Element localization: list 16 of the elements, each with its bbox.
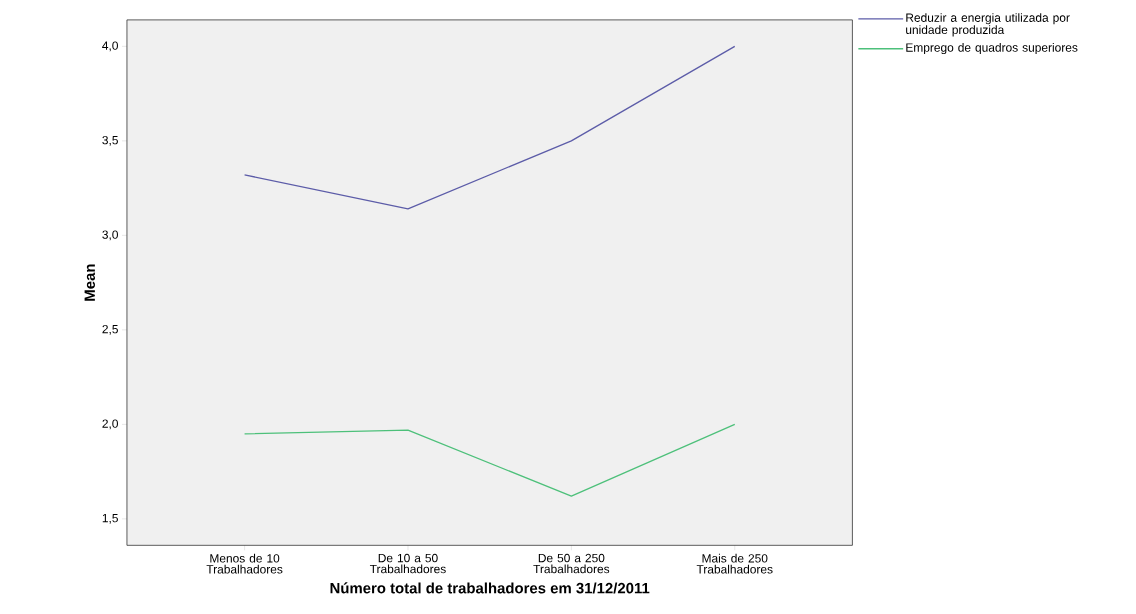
y-tick-label: 4,0 <box>102 41 118 52</box>
line-series <box>243 45 736 210</box>
legend-label: Emprego de quadros superiores <box>906 42 1078 55</box>
x-tick-label: Menos de 10 Trabalhadores <box>206 553 283 574</box>
y-axis-title: Mean <box>84 264 96 301</box>
x-axis-title: Número total de trabalhadores em 31/12/2011 <box>330 582 650 594</box>
line-series <box>243 423 736 497</box>
x-tick-label: Mais de 250 Trabalhadores <box>696 553 773 574</box>
y-tick-label: 1,5 <box>102 513 118 524</box>
y-tick-label: 3,0 <box>102 230 118 241</box>
y-tick-label: 3,5 <box>102 135 118 146</box>
y-tick-label: 2,5 <box>102 324 118 335</box>
y-tick-label: 2,0 <box>102 419 118 430</box>
x-tick-label: De 50 a 250 Trabalhadores <box>533 553 610 574</box>
legend-label: Reduzir a energia utilizada por unidade produzida <box>906 13 1070 37</box>
x-tick-label: De 10 a 50 Trabalhadores <box>369 553 446 574</box>
